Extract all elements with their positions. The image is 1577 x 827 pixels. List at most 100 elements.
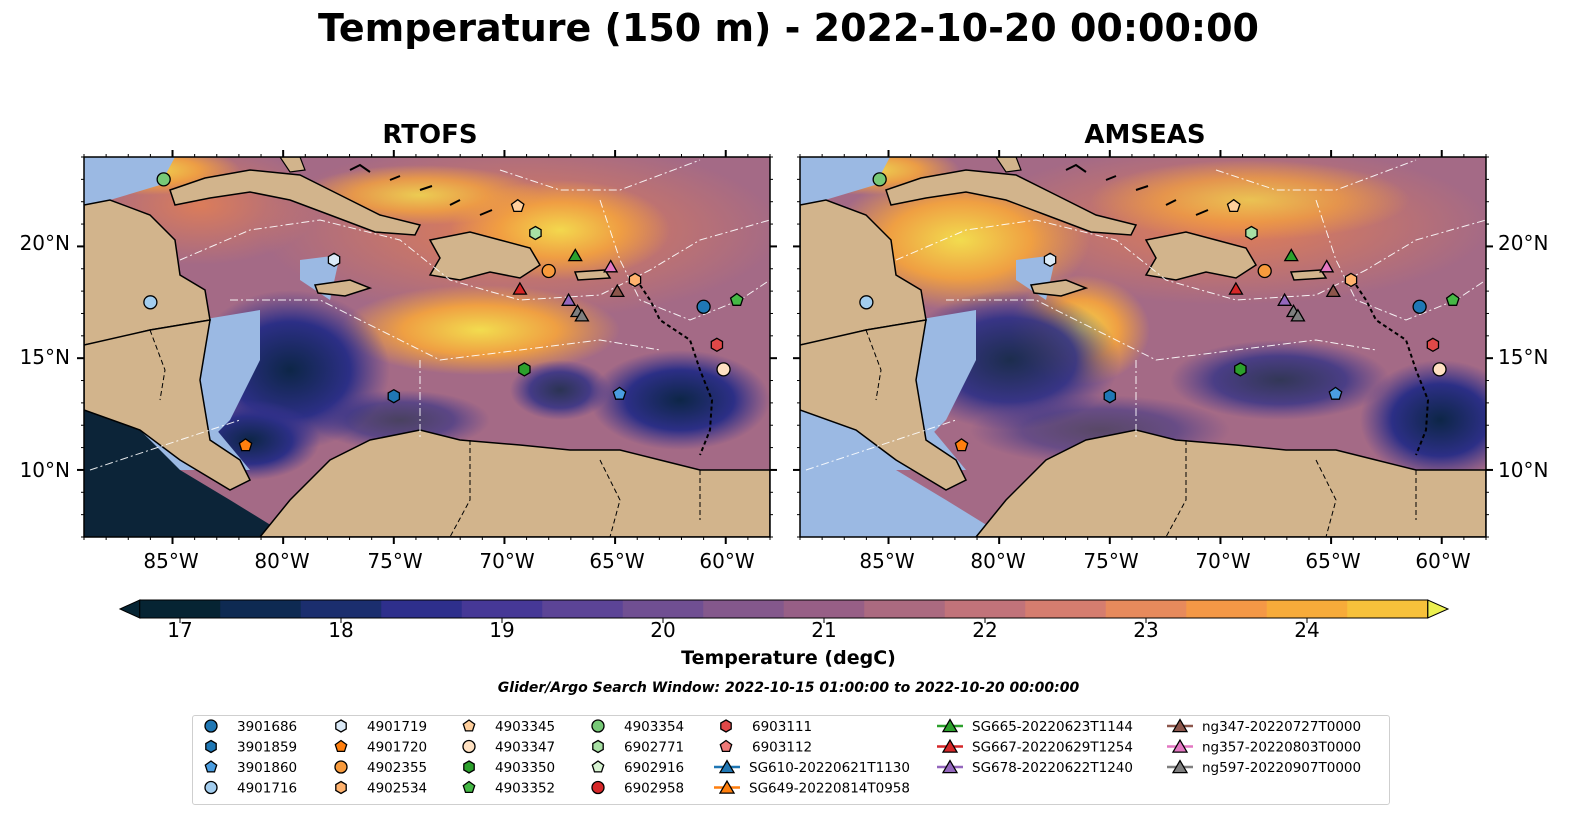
platform-marker xyxy=(1043,252,1057,268)
map-panel-amseas xyxy=(800,157,1486,537)
legend-label: SG665-20220623T1144 xyxy=(972,719,1133,735)
platform-marker xyxy=(327,252,341,268)
search-window-text: Glider/Argo Search Window: 2022-10-15 01… xyxy=(497,680,1080,696)
colorbar-segment xyxy=(783,600,865,618)
legend-marker xyxy=(591,780,605,795)
colorbar-extend-low xyxy=(118,599,141,619)
platform-marker xyxy=(512,281,528,295)
platform-marker xyxy=(1234,362,1247,377)
legend-marker xyxy=(719,739,733,753)
legend-label: 6902958 xyxy=(624,781,684,797)
legend-item: SG610-20220621T1130 xyxy=(714,759,910,776)
legend-marker xyxy=(592,739,604,754)
legend-marker xyxy=(941,759,959,774)
legend-item: 3901686 xyxy=(204,719,297,735)
lon-label: 85°W xyxy=(859,549,914,573)
legend-marker xyxy=(1171,718,1189,733)
legend-marker xyxy=(591,719,605,733)
legend-item: 4901716 xyxy=(204,781,297,797)
lat-label: 10°N xyxy=(20,458,70,482)
colorbar-tick-label: 17 xyxy=(167,618,192,642)
platform-marker xyxy=(561,292,577,306)
colorbar-label: Temperature (degC) xyxy=(681,647,896,669)
lon-label: 60°W xyxy=(699,549,754,573)
legend-item: SG649-20220814T0958 xyxy=(714,779,910,797)
colorbar-tick-label: 22 xyxy=(972,618,997,642)
legend-label: 3901686 xyxy=(237,719,297,735)
legend-label: 4903352 xyxy=(495,781,555,797)
colorbar-tick-label: 18 xyxy=(328,618,353,642)
legend-marker xyxy=(335,719,347,733)
colorbar-extend-high xyxy=(1427,599,1450,619)
legend: 3901686 3901859 3901860 4901716 4901719 49017… xyxy=(192,715,1390,805)
legend-marker xyxy=(591,760,605,773)
lon-label: 70°W xyxy=(479,549,534,573)
colorbar-segment xyxy=(622,600,704,618)
legend-label: ng357-20220803T0000 xyxy=(1202,740,1361,756)
legend-item: 4901720 xyxy=(334,740,427,756)
platform-marker xyxy=(238,438,253,452)
legend-label: 4902534 xyxy=(367,781,427,797)
legend-item: ng357-20220803T0000 xyxy=(1167,738,1361,756)
legend-item: 6902771 xyxy=(592,739,684,756)
legend-label: 4901716 xyxy=(237,781,297,797)
panel-title-rtofs: RTOFS xyxy=(382,120,478,150)
legend-label: SG678-20220622T1240 xyxy=(972,760,1133,776)
lon-label: 80°W xyxy=(254,549,309,573)
lon-label: 60°W xyxy=(1415,549,1470,573)
legend-item: 4903350 xyxy=(463,760,555,776)
legend-item: 6903112 xyxy=(719,739,812,756)
platform-marker xyxy=(529,225,542,241)
axis-ticks xyxy=(77,150,1493,544)
legend-label: 6903112 xyxy=(752,740,812,756)
platform-marker xyxy=(1325,283,1341,298)
lon-label: 75°W xyxy=(1083,549,1138,573)
lat-label: 15°N xyxy=(1498,345,1548,369)
legend-item: 4903347 xyxy=(462,740,555,756)
platform-marker xyxy=(859,295,874,310)
platform-marker xyxy=(143,295,158,310)
legend-item: 4903352 xyxy=(462,781,555,797)
map-figure: 20°N 15°N 10°N 20°N 15°N 10°N 85°W 80°W … xyxy=(20,150,1548,573)
legend-item: 6902916 xyxy=(591,760,684,776)
legend-label: SG610-20220621T1130 xyxy=(749,760,910,776)
lon-label: 85°W xyxy=(143,549,198,573)
lon-label: 65°W xyxy=(589,549,644,573)
platform-marker xyxy=(716,362,731,377)
colorbar-segment xyxy=(703,600,785,618)
legend-label: 6903111 xyxy=(752,719,812,735)
legend-item: 6902958 xyxy=(591,780,684,797)
platform-marker xyxy=(603,259,619,273)
legend-item: 3901859 xyxy=(205,739,297,756)
lat-label: 20°N xyxy=(1498,231,1548,255)
figure-title: Temperature (150 m) - 2022-10-20 00:00:0… xyxy=(317,6,1259,50)
platform-marker xyxy=(1228,281,1244,295)
legend-label: SG649-20220814T0958 xyxy=(749,781,910,797)
legend-marker xyxy=(941,718,959,733)
legend-label: 4901719 xyxy=(367,719,427,735)
lon-label: 80°W xyxy=(970,549,1025,573)
legend-marker xyxy=(205,739,217,754)
legend-marker xyxy=(462,719,476,732)
platform-marker xyxy=(510,198,525,213)
platform-marker xyxy=(696,299,711,314)
legend-item: SG665-20220623T1144 xyxy=(937,718,1133,735)
legend-marker xyxy=(1171,759,1189,774)
platform-marker xyxy=(609,283,625,298)
legend-item: SG667-20220629T1254 xyxy=(937,738,1133,756)
platform-marker xyxy=(1328,386,1343,400)
platform-marker xyxy=(1445,292,1460,306)
legend-label: ng347-20220727T0000 xyxy=(1202,719,1361,735)
legend-label: 4903354 xyxy=(624,719,684,735)
colorbar-segment xyxy=(1347,600,1429,618)
platform-marker xyxy=(1245,225,1258,241)
colorbar-segment xyxy=(381,600,463,618)
legend-label: ng597-20220907T0000 xyxy=(1202,760,1361,776)
colorbar-tick-label: 19 xyxy=(489,618,514,642)
colorbar-segment xyxy=(944,600,1026,618)
legend-marker xyxy=(1171,738,1189,753)
lon-label: 75°W xyxy=(367,549,422,573)
platform-marker xyxy=(612,386,627,400)
legend-marker xyxy=(204,760,218,773)
platform-marker xyxy=(1257,263,1272,279)
